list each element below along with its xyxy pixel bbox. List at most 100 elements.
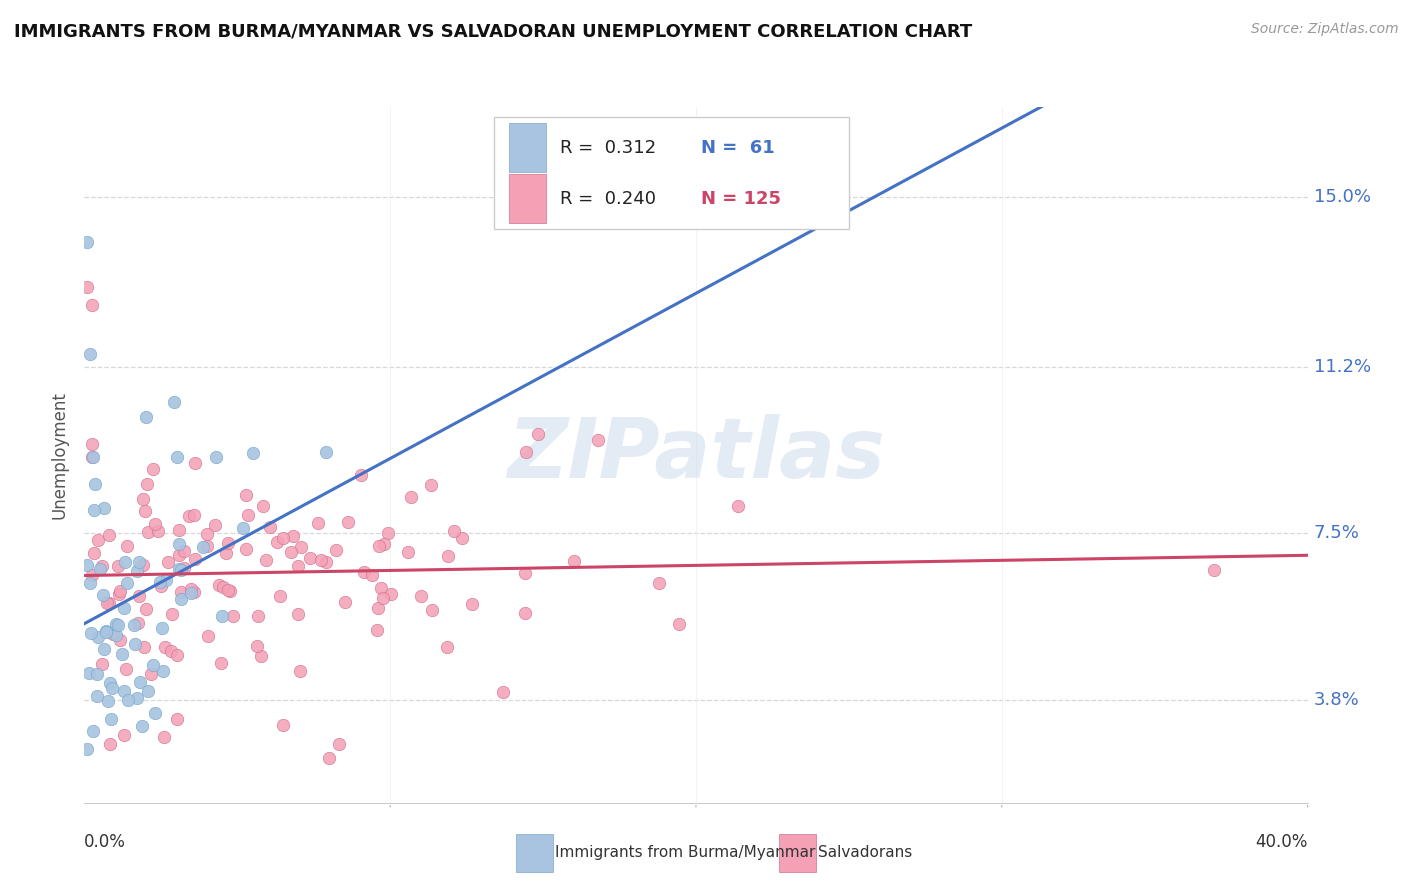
Point (173, 543, 195, 558)
Point (183, 585, 205, 599)
Point (235, 488, 257, 502)
Point (562, 554, 585, 568)
Point (309, 552, 332, 566)
Text: IMMIGRANTS FROM BURMA/MYANMAR VS SALVADORAN UNEMPLOYMENT CORRELATION CHART: IMMIGRANTS FROM BURMA/MYANMAR VS SALVADO… (14, 22, 973, 40)
Point (139, 667, 162, 681)
Point (128, 674, 150, 689)
Point (269, 589, 291, 603)
Point (160, 644, 183, 658)
Point (328, 738, 350, 752)
Point (112, 729, 135, 743)
Point (266, 535, 288, 549)
Point (136, 684, 159, 698)
Text: 11.2%: 11.2% (1313, 359, 1371, 376)
Point (150, 621, 173, 635)
Point (135, 410, 157, 425)
Point (153, 640, 176, 654)
Point (167, 549, 190, 563)
Point (160, 607, 183, 622)
Point (271, 718, 294, 732)
Text: 40.0%: 40.0% (1256, 833, 1308, 851)
Point (492, 685, 515, 699)
Point (127, 616, 149, 631)
Point (83, 477, 105, 491)
Point (252, 499, 274, 513)
Point (82, 724, 104, 739)
Point (83, 546, 105, 560)
Point (112, 683, 135, 698)
Point (420, 478, 443, 492)
Point (80, 450, 103, 465)
Point (177, 508, 200, 523)
Point (152, 730, 174, 744)
Point (1204, 564, 1226, 578)
Point (336, 516, 359, 530)
Point (170, 585, 193, 599)
Point (399, 491, 422, 505)
Point (101, 681, 124, 695)
Text: Source: ZipAtlas.com: Source: ZipAtlas.com (1251, 22, 1399, 37)
Point (461, 597, 484, 611)
Point (515, 445, 537, 459)
Point (217, 583, 239, 598)
Bar (509, 123, 546, 172)
Point (127, 565, 149, 579)
Point (373, 591, 395, 605)
Point (98, 738, 121, 752)
Point (409, 589, 432, 603)
Point (195, 539, 218, 553)
Point (246, 639, 269, 653)
Point (89, 562, 111, 576)
Point (111, 647, 134, 661)
Point (79, 347, 101, 361)
Point (131, 718, 153, 732)
Point (299, 550, 322, 565)
Bar (779, 834, 815, 872)
Text: ZIPatlas: ZIPatlas (508, 415, 884, 495)
Point (436, 640, 458, 655)
Point (142, 657, 165, 672)
Point (167, 562, 190, 576)
Point (287, 607, 309, 621)
Point (218, 583, 240, 598)
Point (368, 539, 391, 553)
Point (184, 552, 207, 566)
Text: 0.0%: 0.0% (84, 833, 127, 851)
Point (242, 446, 264, 460)
Point (211, 609, 233, 624)
Point (80, 297, 103, 311)
Point (191, 540, 214, 554)
Point (259, 520, 281, 534)
Point (183, 456, 205, 470)
Point (290, 664, 312, 678)
Point (142, 462, 165, 476)
Point (97, 694, 120, 708)
Point (271, 531, 294, 545)
Point (169, 563, 191, 577)
Point (209, 656, 232, 670)
Point (128, 555, 150, 569)
Text: R =  0.240: R = 0.240 (560, 190, 657, 208)
Point (87, 630, 110, 644)
Point (283, 528, 305, 542)
Point (290, 541, 312, 555)
Point (287, 558, 309, 573)
Point (315, 445, 337, 459)
Point (215, 546, 238, 560)
Point (366, 624, 388, 638)
Point (180, 582, 202, 597)
Y-axis label: Unemployment: Unemployment (51, 391, 69, 519)
Point (377, 525, 399, 540)
Point (98, 528, 121, 542)
Point (152, 664, 174, 678)
Point (112, 601, 135, 615)
Text: Immigrants from Burma/Myanmar: Immigrants from Burma/Myanmar (555, 846, 815, 861)
Point (98, 596, 121, 610)
Point (105, 628, 128, 642)
Point (197, 629, 219, 643)
Point (143, 517, 166, 532)
Point (115, 662, 138, 676)
Point (100, 712, 122, 726)
Point (167, 537, 190, 551)
Point (134, 503, 156, 517)
